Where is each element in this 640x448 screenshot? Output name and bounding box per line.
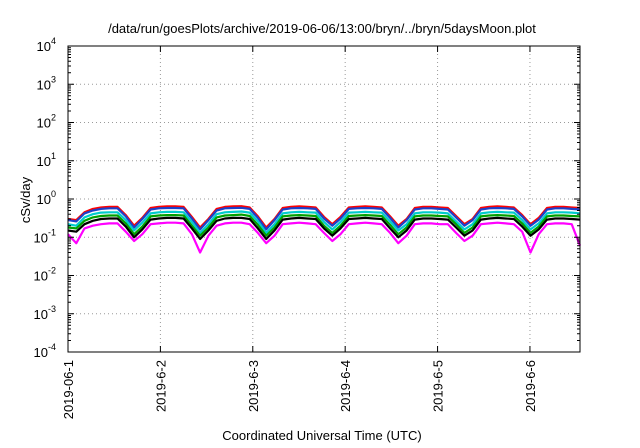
x-tick-label: 2019-6-4 [338,360,353,412]
series-line [67,213,581,237]
series-line [67,206,581,231]
y-tick-base: 10 [34,269,48,284]
y-tick-label: 101 [37,151,56,169]
x-tick-label: 2019-6-2 [153,360,168,412]
y-tick-label: 102 [37,113,56,131]
y-axis-label: cSv/day [18,176,33,223]
y-tick-exponent: -4 [48,342,56,352]
x-tick-label: 2019-6-5 [431,360,446,412]
series-line [67,210,581,234]
y-tick-base: 10 [34,230,48,245]
grid [68,46,580,352]
y-tick-label: 10-1 [34,227,56,245]
y-tick-label: 10-4 [34,342,56,360]
y-tick-base: 10 [37,192,51,207]
y-tick-exponent: 1 [51,151,56,161]
y-tick-exponent: -2 [48,266,56,276]
series-line [67,216,581,241]
y-tick-label: 10-2 [34,266,56,284]
y-tick-base: 10 [37,154,51,169]
y-tick-exponent: 2 [51,113,56,123]
x-ticks: 2019-06-1 2019-6-2 2019-6-3 2019-6-4 2019-6-… [61,46,538,419]
x-tick-label: 2019-6-3 [246,360,261,412]
y-tick-exponent: -3 [48,304,56,314]
y-tick-base: 10 [37,116,51,131]
x-axis-label: Coordinated Universal Time (UTC) [222,428,421,443]
series-line [67,221,582,254]
y-tick-exponent: 4 [51,36,56,46]
y-tick-label: 100 [37,189,56,207]
x-tick-label: 2019-6-6 [523,360,538,412]
y-tick-base: 10 [34,307,48,322]
y-tick-base: 10 [34,345,48,360]
series-group [67,205,582,254]
y-tick-label: 10-3 [34,304,56,322]
chart-title: /data/run/goesPlots/archive/2019-06-06/1… [108,21,536,36]
y-tick-label: 103 [37,74,56,92]
y-tick-base: 10 [37,39,51,54]
y-tick-exponent: -1 [48,227,56,237]
y-tick-label: 104 [37,36,56,54]
y-tick-exponent: 3 [51,74,56,84]
y-tick-base: 10 [37,77,51,92]
x-tick-label: 2019-06-1 [61,360,76,419]
y-tick-exponent: 0 [51,189,56,199]
